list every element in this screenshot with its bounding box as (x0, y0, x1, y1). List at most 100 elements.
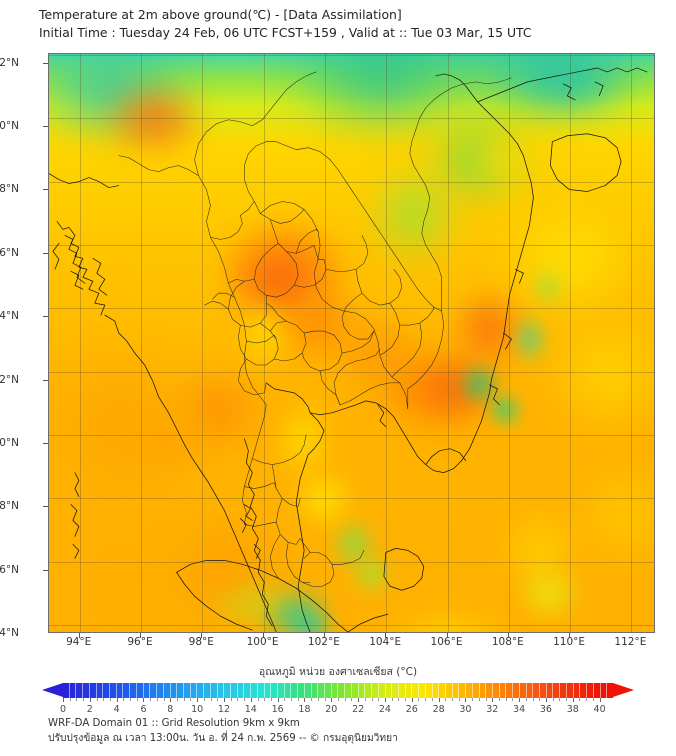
colorbar-cell (271, 683, 278, 698)
colorbar-tick-mark-minor (539, 698, 541, 701)
ytick-label: 22°N (0, 56, 19, 69)
colorbar-tick-mark-minor (498, 698, 500, 701)
colorbar-cell (163, 683, 171, 698)
colorbar-cell (136, 683, 144, 698)
colorbar-cell (412, 683, 420, 698)
colorbar-tick-mark-minor (203, 698, 205, 701)
colorbar-cell (76, 683, 84, 698)
colorbar-cell (230, 683, 238, 698)
colorbar-tick-mark-minor (338, 698, 339, 701)
colorbar-tick-mark (170, 698, 172, 702)
colorbar-tick-mark-minor (163, 698, 165, 701)
colorbar-tick-mark-minor (445, 698, 447, 701)
colorbar-tick-label: 0 (59, 704, 67, 715)
colorbar-tick-label: 34 (513, 704, 526, 715)
colorbar-cell (459, 683, 467, 698)
colorbar-tick-mark (331, 698, 333, 702)
colorbar-high-cap (613, 683, 634, 697)
colorbar-tick-mark-minor (478, 698, 480, 701)
colorbar-tick-mark-minor (405, 698, 407, 701)
colorbar-tick-mark-minor (485, 698, 487, 701)
colorbar-tick-mark-minor (552, 698, 554, 701)
colorbar-cell (311, 683, 319, 698)
colorbar-cell (553, 683, 561, 698)
colorbar-cell (89, 683, 97, 698)
colorbar-tick-label: 26 (405, 704, 418, 715)
colorbar-cell (157, 683, 164, 698)
colorbar-cell (493, 683, 500, 698)
colorbar-tick-mark-minor (431, 698, 433, 701)
colorbar-cell (298, 683, 305, 698)
colorbar-tick-label: 40 (593, 704, 606, 715)
temperature-field (49, 54, 654, 632)
colorbar-tick-mark (250, 698, 252, 702)
colorbar-tick-label: 20 (325, 704, 338, 715)
xtick-label: 108°E (491, 636, 524, 648)
ytick-label: 6°N (0, 563, 19, 576)
colorbar-cell (123, 683, 131, 698)
colorbar-cell (237, 683, 245, 698)
colorbar-tick-label: 18 (298, 704, 311, 715)
ytick-label: 16°N (0, 246, 19, 259)
colorbar-tick-mark-minor (177, 698, 179, 701)
ytick-label: 4°N (0, 626, 19, 639)
colorbar-cell (177, 683, 184, 698)
colorbar-tick-mark-minor (458, 698, 460, 701)
colorbar-cell (607, 683, 613, 698)
colorbar-tick-mark (545, 698, 547, 702)
colorbar-cell (278, 683, 285, 698)
xtick-label: 98°E (188, 636, 214, 648)
ytick-label: 12°N (0, 373, 19, 386)
colorbar-tick-mark (223, 698, 225, 702)
colorbar-low-cap (42, 683, 63, 697)
colorbar-cell (96, 683, 104, 698)
colorbar-cell (466, 683, 473, 698)
colorbar-tick-mark (63, 698, 64, 702)
colorbar-cell (257, 683, 265, 698)
colorbar-tick-mark-minor (579, 698, 581, 701)
colorbar-tick-mark-minor (270, 698, 272, 701)
colorbar-tick-label: 6 (140, 704, 147, 715)
colorbar-tick-mark-minor (76, 698, 78, 701)
colorbar-tick-mark-minor (472, 698, 474, 701)
xtick-label: 96°E (127, 636, 153, 648)
colorbar-tick-mark (572, 698, 574, 702)
colorbar-tick-label: 32 (486, 704, 499, 715)
colorbar-cells (63, 683, 613, 698)
colorbar-cell (304, 683, 312, 698)
colorbar-cell (499, 683, 507, 698)
xtick-label: 104°E (369, 636, 402, 648)
colorbar-tick-label: 10 (191, 704, 204, 715)
colorbar-tick-mark-minor (317, 698, 319, 701)
colorbar-tick-mark-minor (136, 698, 138, 701)
xtick-label: 110°E (553, 636, 586, 648)
colorbar-cell (210, 683, 218, 698)
xtick-label: 94°E (66, 636, 92, 648)
colorbar-tick-label: 8 (167, 704, 174, 715)
colorbar-tick-mark (519, 698, 521, 702)
colorbar-cell (372, 683, 379, 698)
colorbar-tick-mark-minor (592, 698, 594, 701)
colorbar-cell (224, 683, 231, 698)
colorbar-tick-mark (143, 698, 145, 702)
colorbar-cell (385, 683, 393, 698)
colorbar-tick-mark (89, 698, 91, 702)
colorbar-cell (472, 683, 480, 698)
colorbar-tick-mark-minor (150, 698, 152, 701)
colorbar-cell (331, 683, 339, 698)
colorbar-cell (251, 683, 258, 698)
colorbar-tick-mark (277, 698, 279, 702)
colorbar-cell (445, 683, 453, 698)
ytick-label: 20°N (0, 120, 19, 133)
colorbar-tick-mark-minor (559, 698, 561, 701)
colorbar-tick-mark-minor (230, 698, 232, 701)
colorbar-tick-mark-minor (257, 698, 259, 701)
colorbar-tick-mark-minor (324, 698, 326, 701)
colorbar-tick-mark (438, 698, 440, 702)
colorbar-cell (519, 683, 527, 698)
colorbar-cell (325, 683, 332, 698)
colorbar-tick-mark-minor (364, 698, 366, 701)
colorbar-tick-mark (358, 698, 360, 702)
colorbar-tick-mark-minor (452, 698, 454, 701)
colorbar-tick-mark-minor (103, 698, 105, 701)
